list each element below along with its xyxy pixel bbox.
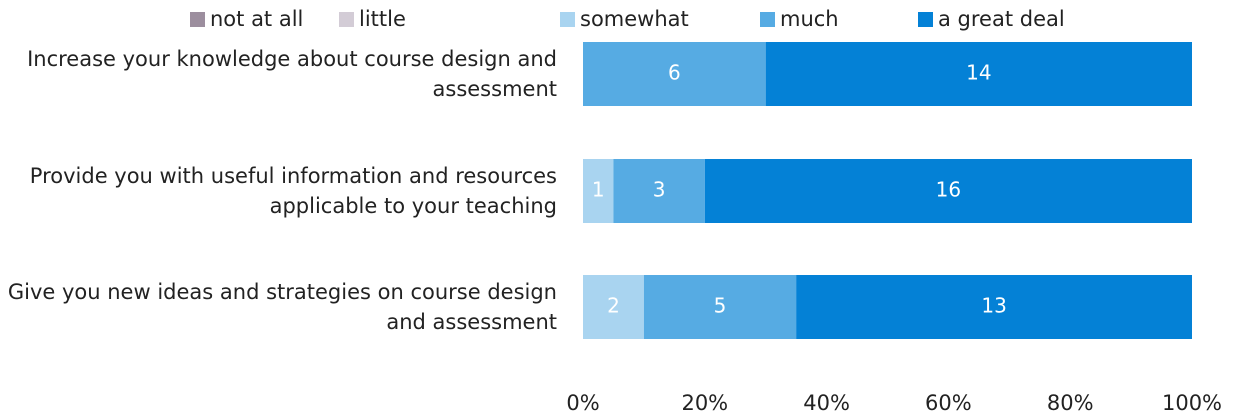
legend-swatch: [760, 12, 775, 27]
x-tick-label: 20%: [681, 391, 728, 415]
data-label: 13: [981, 294, 1006, 318]
legend-label: much: [780, 7, 839, 31]
x-tick-label: 100%: [1162, 391, 1222, 415]
bar-segment: [704, 159, 1192, 223]
x-tick-label: 0%: [566, 391, 599, 415]
data-label: 14: [966, 61, 991, 85]
data-label: 6: [668, 61, 681, 85]
legend-label: somewhat: [580, 7, 689, 31]
bar-segment: [765, 42, 1192, 106]
bar-segment: [643, 275, 797, 339]
legend-swatch: [560, 12, 575, 27]
data-label: 1: [592, 178, 605, 202]
x-tick-label: 80%: [1047, 391, 1094, 415]
bar-segment: [583, 275, 644, 339]
bar-segment: [583, 159, 614, 223]
x-tick-label: 40%: [803, 391, 850, 415]
legend-swatch: [918, 12, 933, 27]
legend-label: a great deal: [938, 7, 1065, 31]
legend-label: not at all: [210, 7, 303, 31]
category-label: Give you new ideas and strategies on cou…: [7, 280, 557, 334]
legend-swatch: [190, 12, 205, 27]
data-label: 16: [936, 178, 961, 202]
legend-swatch: [339, 12, 354, 27]
x-tick-label: 60%: [925, 391, 972, 415]
data-label: 3: [653, 178, 666, 202]
category-label: Increase your knowledge about course des…: [27, 47, 557, 101]
legend-label: little: [359, 7, 406, 31]
data-label: 2: [607, 294, 620, 318]
data-label: 5: [714, 294, 727, 318]
category-label: Provide you with useful information and …: [29, 164, 557, 218]
bar-segment: [613, 159, 705, 223]
bar-segment: [796, 275, 1192, 339]
bar-segment: [583, 42, 766, 106]
